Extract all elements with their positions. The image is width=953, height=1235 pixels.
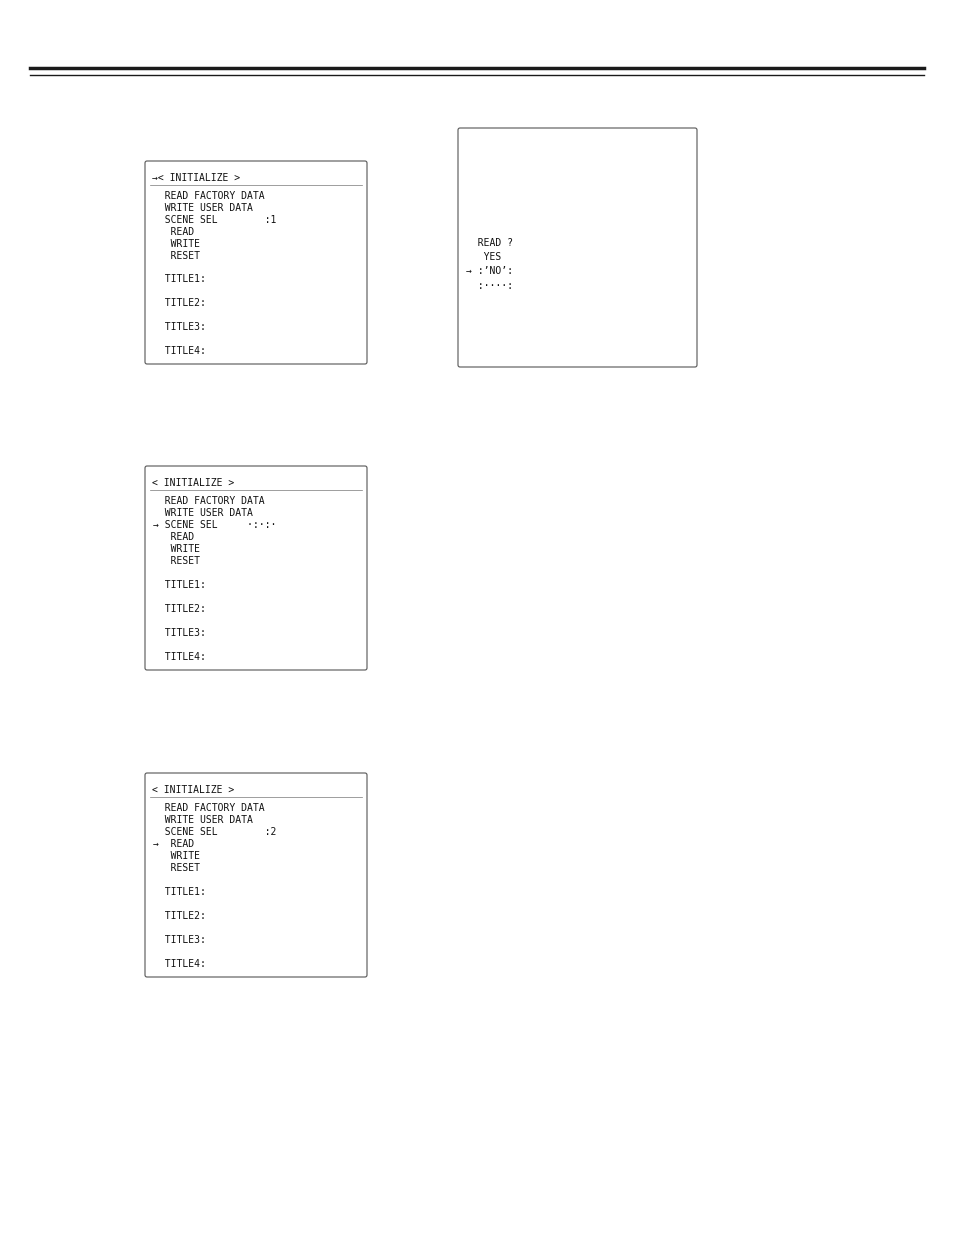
Text: READ ?: READ ?: [465, 237, 513, 247]
Text: WRITE USER DATA: WRITE USER DATA: [152, 203, 253, 212]
Text: TITLE3:: TITLE3:: [152, 629, 206, 638]
Text: < INITIALIZE >: < INITIALIZE >: [152, 785, 234, 795]
Text: READ FACTORY DATA: READ FACTORY DATA: [152, 496, 264, 506]
Text: TITLE4:: TITLE4:: [152, 652, 206, 662]
Text: WRITE USER DATA: WRITE USER DATA: [152, 508, 253, 517]
Text: TITLE1:: TITLE1:: [152, 274, 206, 284]
Text: < INITIALIZE >: < INITIALIZE >: [152, 478, 234, 488]
Text: → :’NO’:: → :’NO’:: [465, 267, 513, 277]
Text: TITLE1:: TITLE1:: [152, 887, 206, 897]
Text: TITLE4:: TITLE4:: [152, 346, 206, 356]
Text: SCENE SEL        :2: SCENE SEL :2: [152, 827, 276, 837]
Text: RESET: RESET: [152, 251, 200, 261]
Text: READ FACTORY DATA: READ FACTORY DATA: [152, 803, 264, 813]
Text: SCENE SEL        :1: SCENE SEL :1: [152, 215, 276, 225]
Text: TITLE2:: TITLE2:: [152, 911, 206, 921]
Text: READ: READ: [152, 227, 193, 237]
Text: READ: READ: [152, 532, 193, 542]
Text: TITLE2:: TITLE2:: [152, 299, 206, 309]
Text: WRITE USER DATA: WRITE USER DATA: [152, 815, 253, 825]
FancyBboxPatch shape: [457, 128, 697, 367]
Text: :····:: :····:: [465, 282, 513, 291]
Text: →< INITIALIZE >: →< INITIALIZE >: [152, 173, 240, 183]
Text: TITLE4:: TITLE4:: [152, 960, 206, 969]
Text: →  READ: → READ: [152, 839, 193, 848]
Text: TITLE3:: TITLE3:: [152, 935, 206, 945]
FancyBboxPatch shape: [145, 773, 367, 977]
Text: RESET: RESET: [152, 863, 200, 873]
FancyBboxPatch shape: [145, 161, 367, 364]
Text: TITLE2:: TITLE2:: [152, 604, 206, 614]
FancyBboxPatch shape: [145, 466, 367, 671]
Text: WRITE: WRITE: [152, 851, 200, 861]
Text: YES: YES: [465, 252, 500, 262]
Text: → SCENE SEL     ·:·:·: → SCENE SEL ·:·:·: [152, 520, 276, 530]
Text: WRITE: WRITE: [152, 238, 200, 248]
Text: RESET: RESET: [152, 556, 200, 566]
Text: READ FACTORY DATA: READ FACTORY DATA: [152, 191, 264, 201]
Text: TITLE3:: TITLE3:: [152, 322, 206, 332]
Text: TITLE1:: TITLE1:: [152, 580, 206, 590]
Text: WRITE: WRITE: [152, 543, 200, 555]
